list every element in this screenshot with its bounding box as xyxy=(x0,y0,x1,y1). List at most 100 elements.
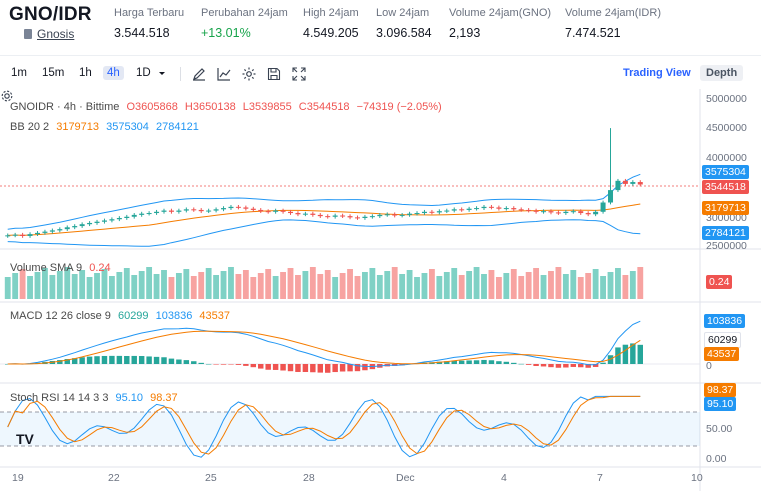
time-tick: 22 xyxy=(108,472,120,484)
candle-body xyxy=(585,213,591,215)
candle-body xyxy=(235,206,241,208)
bb-lower-line xyxy=(7,219,641,247)
volume-bar xyxy=(257,273,264,299)
volume-bar xyxy=(161,270,167,299)
volume-bar xyxy=(518,276,525,299)
candle-body xyxy=(20,234,26,236)
macd-histogram-bar xyxy=(287,364,294,372)
coin-link[interactable]: Gnosis xyxy=(24,27,74,41)
candle-body xyxy=(302,213,308,215)
candle-body xyxy=(421,211,427,214)
volume-bar xyxy=(213,275,220,299)
candle-body xyxy=(407,213,413,215)
volume-bar xyxy=(34,272,41,299)
candle-body xyxy=(154,211,160,214)
macd-histogram-bar xyxy=(101,355,108,364)
macd-histogram-bar xyxy=(496,361,502,364)
volume-bar xyxy=(175,273,182,299)
volume-bar xyxy=(49,275,56,299)
candle-body xyxy=(570,211,576,213)
timeframe-1h[interactable]: 1h xyxy=(79,67,92,79)
macd-histogram-bar xyxy=(153,356,160,364)
macd-histogram-bar xyxy=(138,356,145,364)
volume-bar xyxy=(108,276,115,299)
candle-body xyxy=(250,208,256,210)
price-tick: 3000000 xyxy=(706,212,747,224)
macd-signal-line xyxy=(7,330,641,365)
macd-line-value: 103836 xyxy=(155,310,193,322)
macd-histogram-bar xyxy=(176,359,182,364)
candle-body xyxy=(630,182,636,184)
macd-histogram-bar xyxy=(183,360,190,364)
volume-bar xyxy=(131,275,138,299)
volume-bar xyxy=(250,277,257,299)
macd-histogram-bar xyxy=(533,364,539,367)
volume-bar xyxy=(548,271,554,299)
timeframe-1d[interactable]: 1D xyxy=(136,67,151,79)
draw-pencil-icon[interactable] xyxy=(191,66,207,82)
macd-hist-tag: 60299 xyxy=(704,332,742,348)
candle-body xyxy=(124,216,130,218)
macd-histogram-bar xyxy=(436,361,443,364)
indicators-chart-icon[interactable] xyxy=(216,66,232,82)
bb-lower-tag: 2784121 xyxy=(702,226,749,240)
chart-canvas[interactable] xyxy=(0,89,761,491)
volume-bar xyxy=(146,267,153,299)
chart-settings-gear-icon[interactable] xyxy=(0,89,14,103)
candle-body xyxy=(466,208,472,210)
stat-value: 2,193 xyxy=(449,26,481,40)
candle-body xyxy=(637,182,643,185)
volume-bar xyxy=(79,270,86,299)
stat-volume-gno: Volume 24jam(GNO) 2,193 xyxy=(449,7,551,40)
macd-histogram-bar xyxy=(615,347,621,364)
candle-body xyxy=(228,206,234,209)
gear-icon[interactable] xyxy=(241,66,257,82)
volume-bar xyxy=(503,273,510,299)
macd-histogram-bar xyxy=(94,356,100,364)
save-icon[interactable] xyxy=(266,66,282,82)
candle-body xyxy=(488,206,494,208)
macd-histogram-bar xyxy=(220,364,227,365)
macd-zero-tick: 0 xyxy=(706,360,712,372)
volume-bar xyxy=(94,273,100,299)
timeframe-1m[interactable]: 1m xyxy=(11,67,27,79)
price-tick: 5000000 xyxy=(706,93,747,105)
macd-histogram-bar xyxy=(235,364,242,365)
stat-value: 3.096.584 xyxy=(376,26,432,40)
macd-histogram-bar xyxy=(548,364,554,368)
candle-body xyxy=(317,214,323,217)
macd-histogram-bar xyxy=(228,364,234,365)
volume-bar xyxy=(533,268,540,299)
candle-body xyxy=(295,213,301,215)
macd-histogram-bar xyxy=(473,360,480,364)
candle-body xyxy=(414,213,420,215)
chart-area[interactable]: GNOIDR · 4h · Bittime O3605868 H3650138 … xyxy=(0,89,761,491)
candle-body xyxy=(191,209,197,211)
timeframe-15m[interactable]: 15m xyxy=(42,67,65,79)
macd-histogram-bar xyxy=(213,364,219,365)
fullscreen-icon[interactable] xyxy=(291,66,307,82)
candle-body xyxy=(310,213,316,215)
macd-signal-value: 43537 xyxy=(199,310,230,322)
macd-histogram-bar xyxy=(124,355,130,364)
volume-bar xyxy=(451,268,458,299)
volume-bar xyxy=(436,276,443,299)
candle-body xyxy=(79,224,85,227)
depth-button[interactable]: Depth xyxy=(700,65,744,81)
volume-bar xyxy=(12,273,19,299)
macd-histogram-bar xyxy=(325,364,331,373)
candle-body xyxy=(221,208,227,210)
timeframe-4h[interactable]: 4h xyxy=(103,66,124,80)
candle-body xyxy=(600,202,606,212)
macd-histogram-bar xyxy=(198,362,204,364)
volume-bar xyxy=(466,271,473,299)
candle-body xyxy=(347,216,353,218)
volume-bar xyxy=(555,267,562,299)
trading-view-button[interactable]: Trading View xyxy=(623,67,691,79)
candle-body xyxy=(198,209,204,212)
macd-histogram-bar xyxy=(354,364,361,372)
macd-histogram-bar xyxy=(488,360,495,364)
time-tick: 7 xyxy=(597,472,603,484)
chevron-down-icon[interactable] xyxy=(157,69,167,79)
candle-body xyxy=(168,210,174,212)
